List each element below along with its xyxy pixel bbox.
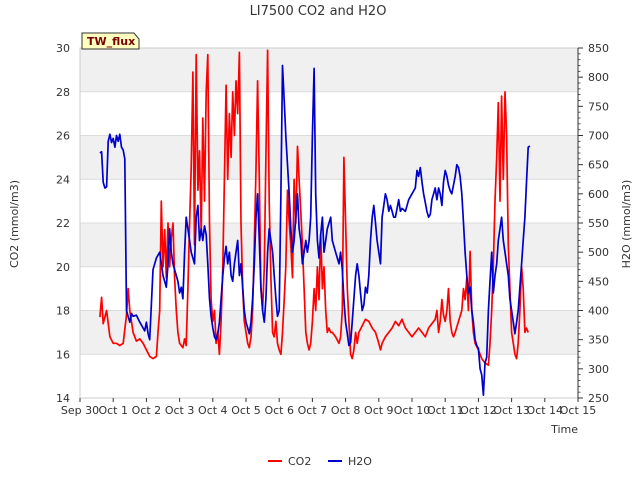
- site-badge-box: [81, 32, 140, 50]
- x-tick-label: Oct 8: [331, 404, 361, 417]
- y-tick-right: 400: [588, 305, 609, 318]
- y-tick-right: 650: [588, 159, 609, 172]
- y-tick-right: 500: [588, 246, 609, 259]
- x-tick-label: Sep 30: [61, 404, 99, 417]
- y-tick-left: 30: [56, 42, 70, 55]
- x-tick-label: Oct 5: [231, 404, 261, 417]
- right-axis-ticks: 250 300 350 400 450 500 550 600 650 700 750 800 850: [577, 42, 609, 405]
- site-badge-text: TW_flux: [87, 35, 135, 48]
- left-axis-ticks: 14 16 18 20 22 24 26 28 30: [56, 42, 70, 405]
- site-badge: TW_flux: [81, 32, 140, 50]
- legend-co2-label: CO2: [288, 455, 311, 468]
- legend-h2o-label: H2O: [348, 455, 372, 468]
- y-axis-label-right: H2O (mmol/m3): [620, 180, 633, 269]
- series-line-co2: [99, 49, 529, 367]
- y-tick-right: 800: [588, 71, 609, 84]
- y-tick-left: 20: [56, 261, 70, 274]
- y-tick-right: 450: [588, 275, 609, 288]
- chart-title: LI7500 CO2 and H2O: [250, 4, 387, 19]
- y-tick-left: 14: [56, 392, 70, 405]
- y-tick-right: 850: [588, 42, 609, 55]
- x-tick-label: Oct 11: [427, 404, 464, 417]
- y-tick-right: 600: [588, 188, 609, 201]
- y-tick-left: 22: [56, 217, 70, 230]
- x-tick-label: Oct 10: [394, 404, 431, 417]
- x-tick-label: Oct 12: [460, 404, 497, 417]
- plot-background-bands: [80, 48, 578, 355]
- y-tick-right: 250: [588, 392, 609, 405]
- y-tick-left: 28: [56, 86, 70, 99]
- legend: CO2 H2O: [268, 455, 372, 468]
- x-tick-label: Oct 1: [98, 404, 128, 417]
- y-tick-right: 300: [588, 363, 609, 376]
- x-tick-label: Oct 9: [364, 404, 394, 417]
- x-tick-label: Oct 13: [493, 404, 530, 417]
- x-tick-label: Oct 6: [264, 404, 294, 417]
- x-tick-label: Oct 14: [527, 404, 564, 417]
- y-tick-right: 750: [588, 100, 609, 113]
- y-tick-right: 550: [588, 217, 609, 230]
- y-tick-left: 18: [56, 305, 70, 318]
- series-line-h2o: [99, 64, 531, 396]
- y-tick-left: 16: [56, 348, 70, 361]
- x-axis-label: Time: [550, 423, 578, 436]
- y-tick-left: 24: [56, 173, 70, 186]
- y-axis-label-left: CO2 (mmol/m3): [8, 180, 21, 268]
- gridlines: [80, 47, 578, 399]
- background-band: [80, 310, 578, 355]
- y-tick-left: 26: [56, 130, 70, 143]
- x-tick-label: Oct 3: [165, 404, 195, 417]
- y-tick-right: 350: [588, 334, 609, 347]
- y-tick-right: 700: [588, 130, 609, 143]
- series-layer: [99, 49, 531, 396]
- x-tick-label: Oct 7: [298, 404, 328, 417]
- x-tick-label: Oct 15: [560, 404, 597, 417]
- x-axis-ticks: Sep 30 Oct 1 Oct 2 Oct 3 Oct 4 Oct 5 Oct 6 Oct …: [61, 398, 596, 417]
- background-band: [80, 48, 578, 92]
- x-tick-label: Oct 4: [198, 404, 228, 417]
- x-tick-label: Oct 2: [132, 404, 162, 417]
- background-band: [80, 135, 578, 180]
